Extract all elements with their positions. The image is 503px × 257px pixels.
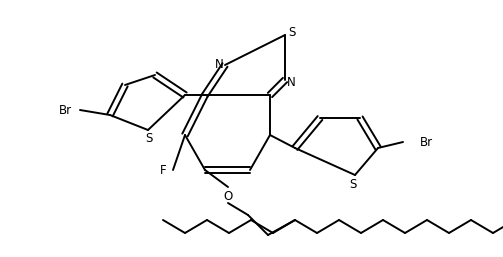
Text: N: N: [215, 58, 223, 70]
Text: F: F: [159, 163, 166, 177]
Text: N: N: [287, 76, 295, 88]
Text: Br: Br: [420, 135, 433, 149]
Text: S: S: [349, 178, 357, 190]
Text: O: O: [223, 190, 232, 204]
Text: S: S: [288, 26, 296, 40]
Text: Br: Br: [58, 104, 71, 116]
Text: S: S: [145, 133, 153, 145]
